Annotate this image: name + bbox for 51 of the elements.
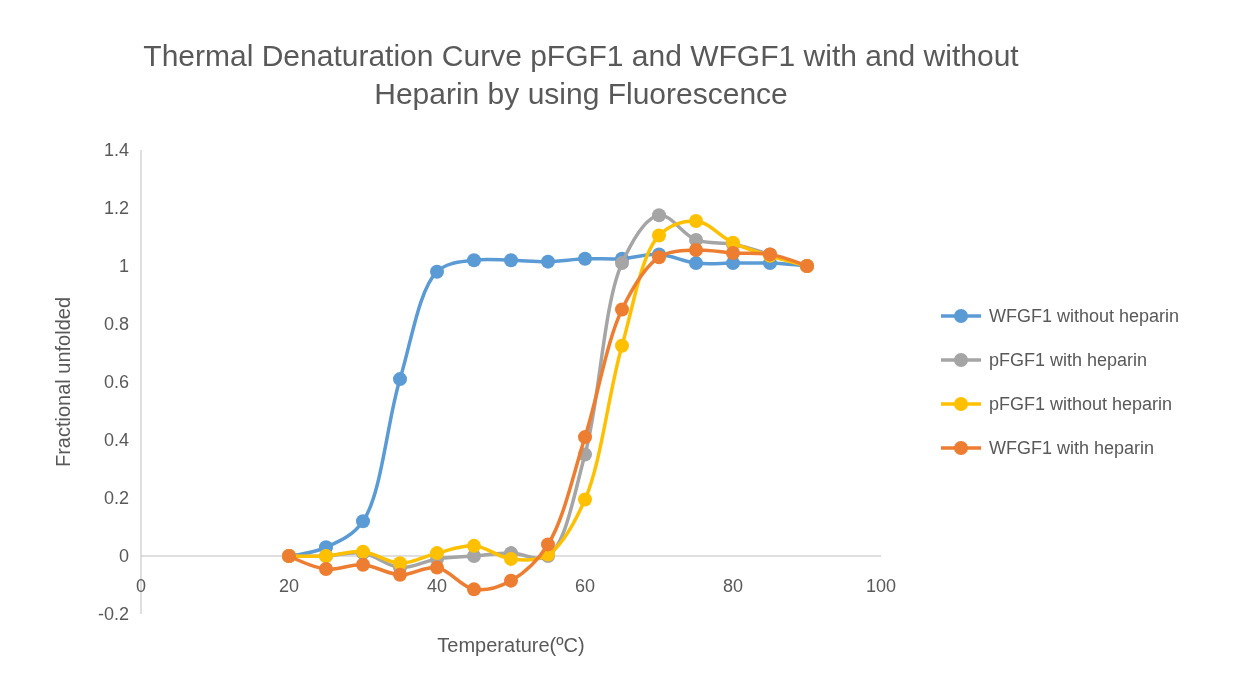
- legend-label: pFGF1 without heparin: [989, 394, 1173, 415]
- point: [652, 228, 666, 243]
- point: [578, 492, 592, 507]
- y-tick-label: 0.6: [103, 372, 129, 393]
- chart-title: Thermal Denaturation Curve pFGF1 and WFGF1 with and without Heparin by using Fluorescence: [143, 39, 1020, 110]
- point: [689, 214, 703, 229]
- point: [541, 254, 555, 269]
- y-tick-label: 0: [118, 546, 129, 567]
- point: [615, 338, 629, 353]
- point: [467, 538, 481, 553]
- point: [430, 560, 444, 575]
- point: [393, 567, 407, 582]
- point: [541, 537, 555, 552]
- point: [467, 582, 481, 597]
- x-axis-title: Temperature(ºC): [437, 634, 585, 656]
- point: [578, 430, 592, 445]
- x-tick-label: 80: [722, 576, 744, 596]
- y-tick-label: -0.2: [97, 604, 129, 625]
- y-tick-label: 1.4: [103, 140, 129, 161]
- point: [356, 514, 370, 529]
- point: [319, 562, 333, 577]
- point: [393, 372, 407, 387]
- point: [615, 256, 629, 271]
- x-tick-label: 40: [426, 576, 448, 596]
- point: [504, 573, 518, 588]
- x-tick-label: 60: [574, 576, 596, 596]
- y-tick-label: 0.8: [103, 314, 129, 335]
- y-tick-label: 0.2: [103, 488, 129, 509]
- point: [615, 302, 629, 317]
- legend-label: WFGF1 with heparin: [989, 438, 1155, 459]
- point: [430, 546, 444, 561]
- point: [689, 243, 703, 258]
- point: [726, 245, 740, 260]
- y-axis-title: Fractional unfolded: [52, 296, 74, 468]
- y-tick-label: 1.2: [103, 198, 129, 219]
- legend-label: pFGF1 with heparin: [989, 350, 1148, 371]
- y-tick-label: 1: [118, 256, 129, 277]
- point: [467, 253, 481, 268]
- x-tick-label: 100: [865, 576, 897, 596]
- point: [652, 208, 666, 223]
- legend-label: WFGF1 without heparin: [989, 306, 1180, 327]
- point: [430, 264, 444, 279]
- x-tick-label: 0: [135, 576, 147, 596]
- point: [504, 551, 518, 566]
- y-tick-label: 0.4: [103, 430, 129, 451]
- x-tick-label: 20: [278, 576, 300, 596]
- point: [356, 557, 370, 572]
- point: [578, 251, 592, 266]
- point: [689, 256, 703, 271]
- point: [393, 556, 407, 571]
- point: [504, 253, 518, 268]
